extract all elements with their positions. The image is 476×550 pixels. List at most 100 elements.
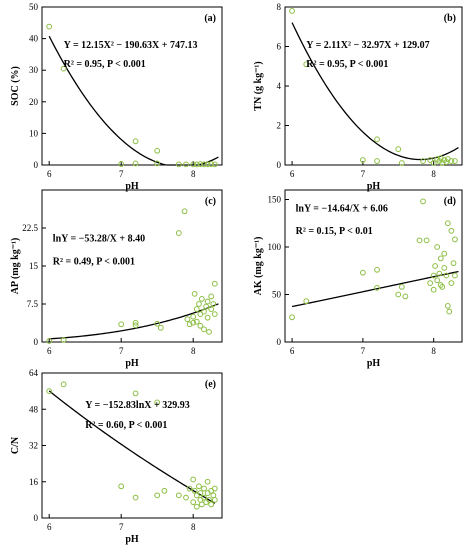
panel-d-data-point	[441, 265, 448, 271]
panel-e-data-point	[204, 478, 211, 485]
panel-a-equation: Y = 12.15X² − 190.63X + 747.13	[64, 40, 198, 51]
panel-b-data-point	[359, 157, 366, 163]
panel-e-data-point	[60, 381, 67, 388]
panel-e-data-point	[196, 483, 202, 490]
panel-d-data-point	[430, 272, 437, 279]
panel-a-data-point	[118, 161, 125, 167]
panel-c-panel-tag: (c)	[205, 196, 216, 207]
panel-a-y-tick-label: 0	[34, 160, 39, 170]
panel-c-data-point	[193, 318, 200, 325]
panel-a-data-point	[211, 161, 218, 168]
panel-d-y-tick-label: 150	[268, 195, 282, 205]
panel-d-r2-text: R² = 0.15, P < 0.01	[296, 226, 373, 237]
panel-e-data-point	[186, 485, 193, 492]
panel-a-y-axis-label: SOC (%)	[10, 66, 21, 106]
panel-d-data-point	[303, 298, 310, 305]
panel-d-data-point	[452, 236, 458, 243]
panel-c-data-point	[197, 322, 204, 329]
panel-e-data-point	[197, 490, 204, 496]
panel-a-panel-tag: (a)	[204, 13, 216, 24]
panel-b-y-tick-label: 2	[277, 121, 282, 131]
panel-c-data-point	[211, 280, 218, 287]
panel-b-data-point	[398, 160, 405, 166]
panel-d-data-point	[452, 272, 458, 279]
panel-a-y-tick-label: 50	[29, 2, 39, 12]
panel-a-y-tick-label: 20	[29, 97, 39, 107]
panel-a-data-point	[60, 65, 67, 72]
panel-c-r2-text: R² = 0.49, P < 0.001	[53, 256, 135, 267]
panel-e-fit-line	[48, 390, 216, 504]
panel-b-y-tick-label: 4	[277, 81, 282, 91]
panel-b-data-point	[374, 158, 380, 164]
panel-c-data-point	[208, 306, 215, 312]
panel-c-data-point	[203, 303, 210, 310]
panel-d-equation: lnY = −14.64/X + 6.06	[296, 203, 388, 214]
panel-c-data-point	[204, 298, 211, 305]
panel-c-data-point	[186, 321, 193, 328]
panel-a-y-tick-label: 40	[29, 34, 39, 44]
panel-d-data-point	[446, 308, 453, 315]
panel-b-y-tick-label: 8	[277, 2, 282, 12]
panel-b-data-point	[395, 146, 402, 153]
panel-c-data-point	[190, 313, 197, 320]
panel-c-x-tick-label: 6	[47, 346, 52, 356]
panel-d-data-point	[374, 284, 380, 291]
panel-e-data-point	[198, 501, 205, 508]
panel-a-x-axis-label: pH	[125, 181, 139, 192]
panel-d-data-point	[432, 263, 439, 269]
panel-b-x-tick-label: 7	[361, 169, 366, 179]
panel-d-data-point	[434, 244, 441, 250]
panel-e-data-point	[201, 494, 207, 501]
panel-e-data-point	[190, 499, 197, 506]
panel-b-y-axis-label: TN (g kg⁻¹)	[253, 61, 264, 110]
panel-e-data-point	[175, 492, 182, 499]
panel-e-data-point	[211, 485, 218, 492]
panel-e-data-point	[132, 390, 139, 397]
panel-c-data-point	[118, 321, 125, 328]
panel-d-y-tick-label: 0	[277, 337, 282, 347]
panel-a-data-point	[190, 161, 197, 168]
panel-a-data-point	[183, 161, 189, 168]
panel-d-data-point	[444, 303, 451, 309]
panel-d-data-point	[444, 220, 451, 227]
panel-c-data-point	[175, 230, 182, 236]
panel-c-data-point	[132, 319, 139, 326]
panel-e-equation: Y = −152.83lnX + 329.93	[85, 400, 190, 411]
panel-e-y-tick-label: 0	[34, 513, 39, 523]
panel-e-data-point	[132, 494, 139, 501]
panel-e-data-point	[193, 503, 200, 510]
panel-d-data-point	[443, 272, 450, 279]
panel-e-data-point	[46, 388, 53, 395]
panel-b-data-point	[420, 158, 426, 164]
panel-c-equation: lnY = −53.28/X + 8.40	[53, 234, 145, 245]
panel-c-y-axis-label: AP (mg kg⁻¹)	[10, 238, 21, 295]
panel-a-frame	[41, 6, 223, 166]
panel-c-data-point	[208, 293, 215, 300]
panel-d-x-tick-label: 8	[431, 346, 436, 356]
panel-c-data-point	[184, 316, 191, 323]
panel-d-data-point	[289, 314, 295, 321]
panel-e-data-point	[161, 487, 168, 494]
panel-e-data-point	[211, 496, 218, 503]
panel-a-data-point	[175, 161, 182, 168]
panel-e-data-point	[190, 476, 197, 483]
panel-a-data-point	[46, 23, 53, 30]
panel-c-data-point	[132, 322, 139, 329]
panel-b-data-point	[452, 158, 458, 164]
panel-e-y-tick-label: 16	[29, 477, 39, 487]
panel-d-data-point	[448, 227, 455, 234]
panel-e-data-point	[191, 487, 198, 494]
panel-e-y-tick-label: 64	[29, 368, 39, 378]
panel-c-data-point	[201, 308, 207, 315]
panel-b-data-point	[448, 158, 455, 164]
panel-d-data-point	[374, 266, 380, 273]
panel-d-data-point	[448, 280, 455, 287]
panel-d-y-axis-label: AK (mg kg⁻¹)	[253, 237, 264, 296]
panel-c-data-point	[181, 208, 188, 215]
panel-e-data-point	[154, 492, 161, 499]
panel-e-y-axis-label: C/N	[10, 436, 21, 454]
panel-d-panel-tag: (d)	[444, 196, 456, 207]
panel-c-data-point	[201, 326, 207, 333]
panel-d-data-point	[423, 237, 430, 244]
